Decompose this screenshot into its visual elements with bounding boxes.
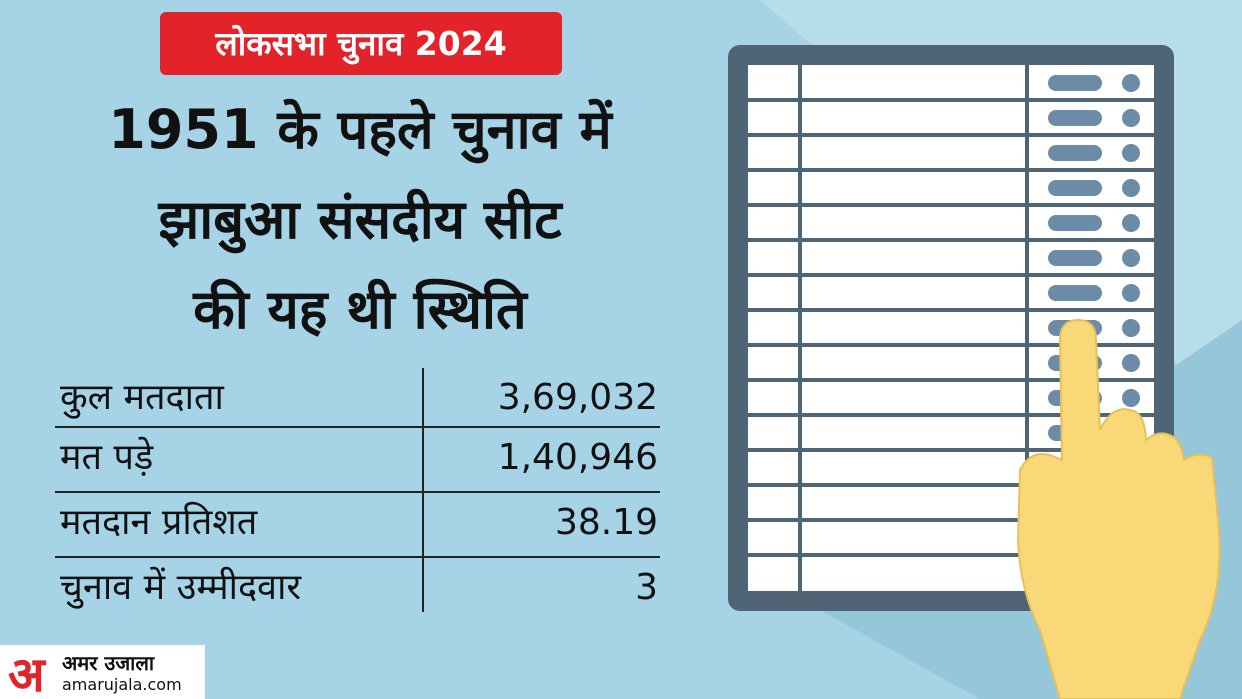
evm-light [1122, 354, 1140, 372]
row-separator [55, 556, 660, 558]
title-line: झाबुआ संसदीय सीट [158, 188, 562, 251]
row-label: मतदान प्रतिशत [60, 502, 258, 543]
evm-button [1048, 285, 1102, 301]
evm-light [1122, 74, 1140, 92]
row-value: 38.19 [554, 502, 658, 543]
evm-light [1122, 319, 1140, 337]
evm-light [1122, 284, 1140, 302]
evm-button [1048, 180, 1102, 196]
title-line: की यह थी स्थिति [193, 278, 527, 341]
logo-mark: अ [8, 647, 45, 699]
title-line: 1951 के पहले चुनाव में [108, 98, 612, 161]
hand [1016, 318, 1221, 699]
logo: अ अमर उजाला amarujala.com [0, 645, 205, 699]
row-label: मत पड़े [60, 437, 154, 478]
evm-light [1122, 109, 1140, 127]
evm-light [1122, 144, 1140, 162]
row-value: 3 [635, 567, 658, 608]
row-separator [55, 426, 660, 428]
row-label: कुल मतदाता [60, 377, 224, 418]
badge: लोकसभा चुनाव 2024 [160, 12, 562, 75]
evm-button [1048, 110, 1102, 126]
row-separator [55, 491, 660, 493]
table-divider [422, 368, 424, 612]
logo-name: अमर उजाला [62, 651, 155, 675]
evm-light [1122, 389, 1140, 407]
evm-light [1122, 214, 1140, 232]
logo-site: amarujala.com [62, 675, 182, 694]
evm-button [1048, 215, 1102, 231]
evm-light [1122, 249, 1140, 267]
row-label: चुनाव में उम्मीदवार [60, 567, 302, 608]
evm-button [1048, 145, 1102, 161]
evm-light [1122, 179, 1140, 197]
evm-button [1048, 75, 1102, 91]
row-value: 1,40,946 [497, 437, 658, 478]
row-value: 3,69,032 [497, 377, 658, 418]
evm-button [1048, 250, 1102, 266]
